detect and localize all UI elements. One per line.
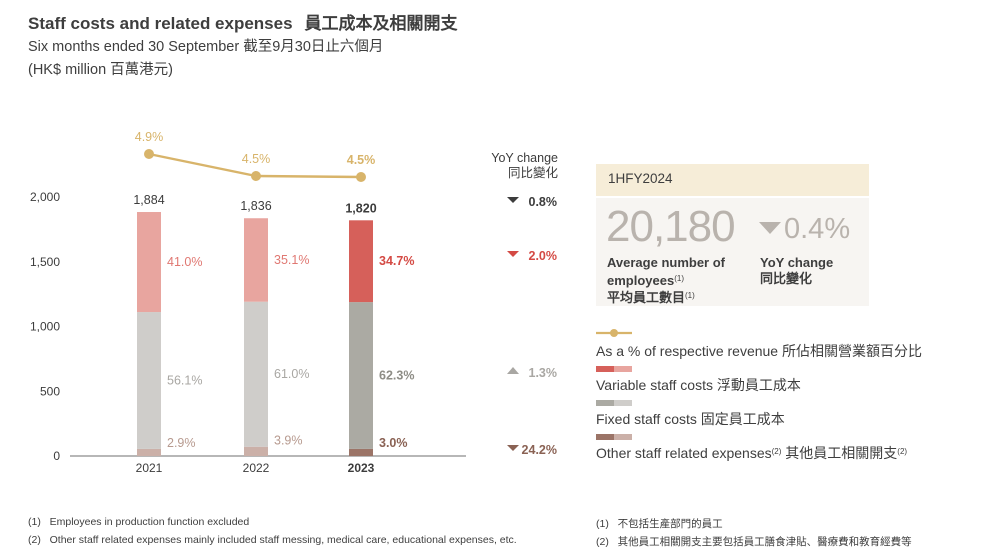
up-triangle-icon — [507, 367, 519, 374]
yoy-value-total: 0.8% — [529, 195, 558, 209]
y-tick-label: 0 — [53, 449, 60, 463]
kpi-body: 20,180 0.4% Average number of employees(… — [596, 198, 869, 306]
footnote-zh-1-text: 不包括生產部門的員工 — [617, 518, 723, 530]
kpi-card: 1HFY2024 20,180 0.4% Average number of e… — [596, 164, 869, 306]
stacked-bar-chart: 0 500 1,000 1,500 2,000 2.9% 56.1% 41.0% 1,884 20… — [30, 130, 559, 475]
kpi-yoy: 0.4% — [759, 213, 850, 246]
kpi-yoy-label-zh: 同比變化 — [760, 270, 813, 286]
y-tick-label: 2,000 — [30, 190, 60, 204]
bar-2021-series-2 — [137, 212, 161, 313]
y-tick-label: 1,000 — [30, 320, 60, 334]
chart-unit: (HK$ million 百萬港元) — [28, 62, 174, 78]
kpi-label-zh: 平均員工數目 — [607, 290, 686, 305]
kpi-label: Average number of employees(1) 平均員工數目(1) — [607, 255, 747, 306]
y-tick-label: 500 — [40, 384, 60, 398]
yoy-value-other: 24.2% — [522, 443, 557, 457]
revenue-pct-point — [144, 149, 154, 159]
down-triangle-icon — [759, 222, 781, 235]
legend-variable-swatch — [596, 366, 632, 372]
total-label: 1,884 — [133, 193, 164, 207]
kpi-period: 1HFY2024 — [608, 171, 673, 186]
share-label: 61.0% — [274, 367, 309, 381]
revenue-pct-label: 4.5% — [242, 152, 271, 166]
total-label: 1,836 — [240, 199, 271, 213]
revenue-pct-label: 4.5% — [347, 153, 376, 167]
legend-fixed: Fixed staff costs 固定員工成本 — [596, 411, 785, 427]
bar-2023-series-2 — [349, 220, 373, 303]
y-tick-label: 1,500 — [30, 255, 60, 269]
share-label: 62.3% — [379, 369, 414, 383]
yoy-header-zh: 同比變化 — [508, 165, 559, 180]
footnote-en-1-num: (1) — [28, 516, 41, 528]
kpi-label-line1: Average number of — [607, 255, 725, 270]
chart-subtitle: Six months ended 30 September 截至9月30日止六個… — [28, 39, 384, 55]
kpi-label-line2: employees — [607, 272, 675, 288]
kpi-yoy-value: 0.4% — [784, 213, 851, 245]
legend-revenue-pct: As a % of respective revenue 所佔相關營業額百分比 — [596, 343, 922, 359]
down-triangle-icon — [507, 251, 519, 257]
yoy-header-en: YoY change — [491, 151, 558, 165]
footnote-zh-2-text: 其他員工相關開支主要包括員工膳食津貼、醫療費和教育經費等 — [617, 536, 912, 548]
chart-title-zh: 員工成本及相關開支 — [304, 14, 458, 33]
footnote-zh-2: (2) 其他員工相關開支主要包括員工膳食津貼、醫療費和教育經費等 — [596, 534, 912, 549]
legend-other-swatch — [596, 434, 632, 440]
bar-2021-series-0 — [137, 448, 161, 456]
revenue-pct-label: 4.9% — [135, 130, 164, 144]
bar-2022-series-1 — [244, 301, 268, 447]
footnote-en-2-text: Other staff related expenses mainly incl… — [49, 534, 517, 546]
share-label: 56.1% — [167, 373, 202, 387]
share-label: 3.0% — [379, 436, 408, 450]
share-label: 3.9% — [274, 434, 303, 448]
yoy-value-fixed: 1.3% — [529, 366, 558, 380]
total-label: 1,820 — [345, 201, 376, 215]
footnote-en-1-text: Employees in production function exclude… — [49, 516, 250, 528]
x-tick-label: 2023 — [348, 461, 375, 475]
kpi-value: 20,180 — [606, 202, 736, 251]
revenue-pct-point — [251, 171, 261, 181]
chart-title-en: Staff costs and related expenses — [28, 14, 293, 33]
footnote-en-1: (1) Employees in production function exc… — [28, 516, 249, 528]
revenue-pct-point — [356, 172, 366, 182]
kpi-yoy-label-en: YoY change — [760, 255, 834, 270]
bar-2022-series-0 — [244, 446, 268, 456]
x-tick-label: 2022 — [243, 461, 270, 475]
kpi-header: 1HFY2024 — [596, 164, 869, 196]
yoy-value-variable: 2.0% — [529, 249, 558, 263]
legend-other-fn1: (2) — [771, 447, 782, 456]
footnote-zh-1: (1) 不包括生產部門的員工 — [596, 516, 723, 531]
legend-other-label-zh: 其他員工相關開支 — [781, 445, 898, 461]
bar-2023-series-0 — [349, 448, 373, 456]
footnote-zh-1-num: (1) — [596, 518, 609, 530]
kpi-yoy-label: YoY change 同比變化 — [760, 255, 833, 286]
down-triangle-icon — [507, 445, 519, 451]
share-label: 35.1% — [274, 253, 309, 267]
footnote-en-2-num: (2) — [28, 534, 41, 546]
share-label: 41.0% — [167, 255, 202, 269]
kpi-footnote-mark: (1) — [674, 273, 684, 283]
legend-variable: Variable staff costs 浮動員工成本 — [596, 377, 801, 393]
kpi-footnote-mark-zh: (1) — [685, 291, 695, 300]
down-triangle-icon — [507, 197, 519, 203]
bar-2021-series-1 — [137, 312, 161, 449]
legend-line-swatch — [596, 329, 632, 337]
share-label: 34.7% — [379, 254, 414, 268]
legend-other-fn2: (2) — [897, 447, 908, 456]
footnote-zh-2-num: (2) — [596, 536, 609, 548]
x-tick-label: 2021 — [136, 461, 163, 475]
footnote-en-2: (2) Other staff related expenses mainly … — [28, 534, 517, 546]
legend-fixed-swatch — [596, 400, 632, 406]
legend-other: Other staff related expenses(2) 其他員工相關開支… — [596, 443, 907, 463]
bar-2023-series-1 — [349, 302, 373, 449]
chart-title: Staff costs and related expenses 員工成本及相關開… — [28, 9, 458, 34]
bar-2022-series-2 — [244, 218, 268, 302]
legend-other-label: Other staff related expenses — [596, 445, 772, 461]
share-label: 2.9% — [167, 436, 196, 450]
